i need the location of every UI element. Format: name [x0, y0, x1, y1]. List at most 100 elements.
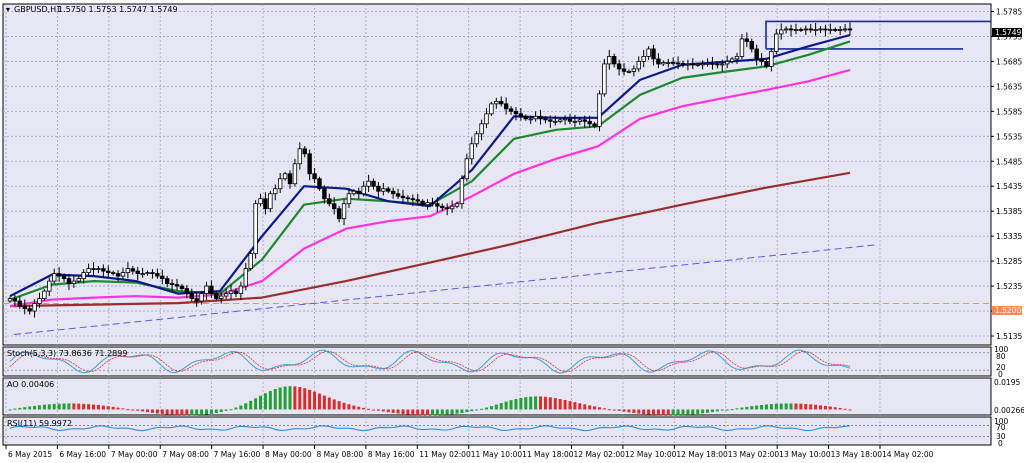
stoch-label: Stoch(5,3,3) 73.8636 71.2899: [7, 349, 127, 358]
candle-body: [675, 62, 681, 65]
ao-bar: [735, 408, 739, 410]
y-tick-label: 1.5535: [996, 132, 1022, 141]
ao-bar: [838, 407, 842, 410]
ao-bar: [583, 404, 587, 410]
y-tick-label: 1.5785: [996, 7, 1022, 16]
ma-slow-line: [9, 171, 851, 308]
ao-bar: [357, 406, 361, 410]
candle-body: [577, 119, 583, 122]
ao-bar: [652, 409, 656, 415]
candle-body: [503, 103, 509, 110]
ao-bar: [480, 408, 484, 410]
ao-bar: [548, 397, 552, 410]
candle-body: [808, 28, 813, 31]
candle-body: [366, 180, 371, 187]
candle-body: [631, 68, 637, 72]
candle-body: [744, 38, 750, 42]
candle-body: [140, 273, 145, 276]
ao-bar: [848, 409, 852, 411]
candle-body: [818, 28, 823, 31]
ao-bar: [755, 405, 759, 410]
candle-body: [803, 28, 808, 31]
ao-bar: [396, 409, 400, 414]
ao-bar: [386, 409, 390, 413]
candle-body: [395, 193, 401, 197]
ao-bar: [715, 409, 719, 412]
candle-body: [130, 268, 136, 272]
candle-body: [641, 56, 646, 62]
ao-bar: [67, 403, 71, 410]
y-tick-label: 1.5335: [996, 232, 1022, 241]
x-tick-label: 13 May 02:00: [728, 450, 780, 459]
rsi-tick-70: 70: [996, 423, 1006, 432]
ao-bar: [254, 398, 258, 410]
trend-line: [13, 244, 879, 336]
ao-bar: [303, 388, 307, 410]
ao-bar: [460, 409, 464, 413]
ao-bar: [18, 407, 22, 410]
candle-body: [587, 120, 592, 125]
ao-bar: [234, 407, 238, 410]
ao-bar: [440, 409, 444, 416]
candle-body: [351, 190, 357, 195]
rsi-line: [9, 425, 851, 432]
candle-body: [646, 48, 651, 57]
candle-body: [81, 272, 86, 279]
candle-body: [636, 61, 641, 70]
candle-body: [282, 173, 288, 180]
ao-bar: [362, 407, 366, 410]
candle-body: [164, 278, 170, 284]
hline-price-badge: [992, 306, 1022, 315]
ao-bar: [642, 409, 646, 415]
candle-body: [430, 202, 435, 205]
ao-bar: [764, 404, 768, 410]
candle-body: [695, 64, 700, 66]
ao-bar: [475, 409, 479, 411]
ao-bar: [632, 409, 636, 414]
candle-body: [66, 278, 72, 284]
ao-bar: [47, 404, 51, 410]
candle-body: [110, 272, 116, 275]
y-tick-label: 1.5685: [996, 57, 1022, 66]
hline-price-text: 1.5200: [995, 306, 1021, 315]
ao-bar: [656, 409, 660, 416]
stoch-main-line: [9, 349, 851, 374]
ao-bar: [828, 406, 832, 410]
ao-bar: [484, 407, 488, 410]
ao-bar: [195, 409, 199, 416]
candle-body: [582, 119, 587, 122]
ao-bar: [175, 409, 179, 416]
rsi-panel[interactable]: [2, 416, 992, 446]
stoch-panel[interactable]: [2, 346, 992, 377]
ao-bar: [794, 403, 798, 410]
candle-body: [135, 270, 140, 275]
ao-bar: [317, 393, 321, 410]
candle-body: [533, 115, 538, 120]
candle-body: [184, 288, 190, 294]
candle-body: [484, 113, 489, 125]
ao-bar: [62, 403, 66, 410]
ao-bar: [77, 403, 81, 410]
y-tick-label: 1.5635: [996, 82, 1022, 91]
indicator-lines: [3, 20, 991, 336]
ao-bar: [740, 407, 744, 410]
candle-body: [209, 285, 214, 294]
candle-body: [754, 48, 759, 60]
ao-bar: [627, 409, 631, 413]
ao-bar: [372, 409, 376, 411]
ao-bar: [342, 402, 346, 410]
candle-body: [685, 63, 691, 66]
ao-bar: [691, 409, 695, 415]
candle-body: [47, 280, 52, 292]
candle-body: [361, 185, 366, 195]
candle-body: [823, 28, 828, 31]
ao-bar: [126, 409, 130, 411]
ao-bar: [322, 395, 326, 410]
candle-body: [371, 180, 376, 187]
ao-bar: [273, 389, 277, 410]
candle-body: [27, 308, 32, 312]
ao-bar: [229, 409, 233, 411]
ao-bar: [819, 405, 823, 410]
candle-body: [150, 272, 155, 275]
